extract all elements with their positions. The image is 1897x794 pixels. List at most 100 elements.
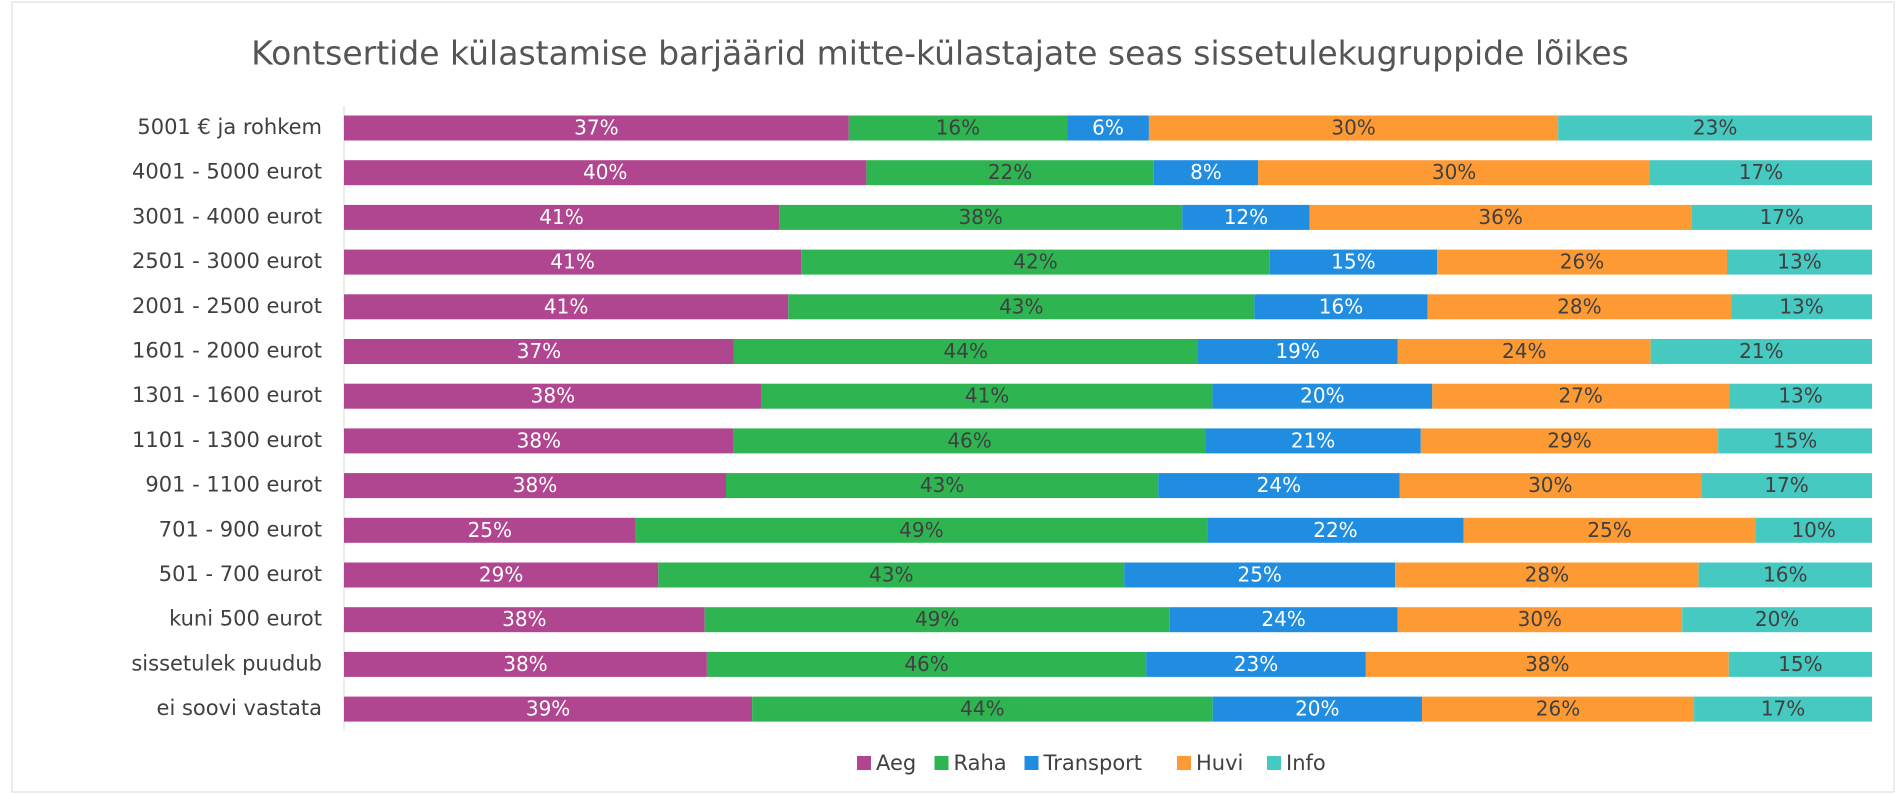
data-label: 41% [544, 294, 588, 318]
bar-segment [1432, 383, 1730, 409]
data-label: 22% [988, 160, 1032, 184]
y-tick-label: 701 - 900 eurot [159, 517, 322, 541]
data-label: 20% [1300, 384, 1344, 408]
data-label: 20% [1295, 697, 1339, 721]
legend-swatch [1024, 756, 1039, 770]
bar-segment [1682, 607, 1872, 633]
bar-segment [658, 562, 1125, 588]
data-label: 16% [1319, 294, 1363, 318]
bar-segment [706, 651, 1147, 677]
data-label: 38% [958, 205, 1002, 229]
bar-segment [1463, 517, 1756, 543]
bar-segment [635, 517, 1208, 543]
legend-swatch [1267, 756, 1281, 770]
bar-segment [344, 204, 780, 230]
bar-segment [1269, 249, 1438, 275]
data-label: 15% [1331, 250, 1375, 274]
bar-segment [1395, 562, 1699, 588]
data-label: 30% [1432, 160, 1476, 184]
data-label: 17% [1761, 697, 1805, 721]
data-label: 49% [899, 518, 943, 542]
bar-segment [1558, 115, 1872, 141]
data-label: 21% [1739, 339, 1783, 363]
bar-segment [344, 517, 636, 543]
y-tick-label: ei soovi vastata [157, 696, 322, 720]
data-label: 29% [479, 563, 523, 587]
y-tick-label: 1301 - 1600 eurot [132, 383, 322, 407]
bar-segment [1067, 115, 1149, 141]
y-tick-label: 3001 - 4000 eurot [132, 204, 322, 228]
bar-segment [1254, 294, 1428, 320]
data-label: 27% [1558, 384, 1602, 408]
legend-swatch [857, 756, 871, 770]
bar-segment [866, 160, 1154, 186]
bar-segment [1397, 607, 1683, 633]
bar-segment [788, 294, 1255, 320]
bar-segment [1258, 160, 1650, 186]
bar-segment [733, 428, 1206, 454]
data-label: 22% [1313, 518, 1357, 542]
data-label: 46% [947, 428, 991, 452]
bar-segment [733, 339, 1198, 364]
data-label: 12% [1224, 205, 1268, 229]
bar-segment [1365, 651, 1729, 677]
bar-segment [779, 204, 1183, 230]
bar-segment [1399, 473, 1702, 499]
data-label: 26% [1536, 697, 1580, 721]
data-label: 46% [904, 652, 948, 676]
bar-segment [1421, 696, 1695, 722]
data-label: 28% [1525, 563, 1569, 587]
data-label: 38% [1525, 652, 1569, 676]
bar-segment [761, 383, 1213, 409]
bar-segment [344, 607, 705, 633]
data-label: 37% [517, 339, 561, 363]
y-tick-label: 1101 - 1300 eurot [132, 428, 322, 452]
bar-segment [344, 294, 789, 320]
data-label: 17% [1764, 473, 1808, 497]
data-label: 19% [1275, 339, 1319, 363]
data-label: 25% [1587, 518, 1631, 542]
bar-segment [1169, 607, 1398, 633]
bar-segment [1153, 160, 1259, 186]
y-tick-label: sissetulek puudub [131, 651, 322, 675]
data-label: 8% [1190, 160, 1222, 184]
data-label: 20% [1755, 607, 1799, 631]
legend-label: Transport [1043, 751, 1143, 775]
data-label: 24% [1502, 339, 1546, 363]
data-label: 23% [1234, 652, 1278, 676]
bar-segment [1309, 204, 1692, 230]
data-label: 25% [468, 518, 512, 542]
data-label: 43% [999, 294, 1043, 318]
data-label: 13% [1778, 384, 1822, 408]
data-label: 15% [1773, 428, 1817, 452]
data-label: 38% [531, 384, 575, 408]
bar-segment [344, 115, 849, 141]
bar-segment [344, 473, 726, 499]
bar-segment [1755, 517, 1872, 543]
bar-segment [1212, 696, 1422, 722]
data-label: 38% [517, 428, 561, 452]
bar-segment [1124, 562, 1396, 588]
bar-segment [344, 339, 734, 364]
data-label: 13% [1779, 294, 1823, 318]
bar-segment [344, 428, 734, 454]
bar-segment [1729, 383, 1872, 409]
bar-segment [1718, 428, 1872, 454]
bar-segment [344, 249, 802, 275]
data-label: 17% [1760, 205, 1804, 229]
legend-swatch [1177, 756, 1191, 770]
legend-swatch [934, 756, 949, 770]
bar-segment [1701, 473, 1872, 499]
bar-segment [1698, 562, 1872, 588]
data-label: 29% [1547, 428, 1591, 452]
bar-segment [1148, 115, 1559, 141]
bar-segment [1182, 204, 1310, 230]
data-label: 49% [915, 607, 959, 631]
bar-segment [1649, 160, 1872, 186]
y-tick-label: 1601 - 2000 eurot [132, 339, 322, 363]
y-tick-label: 2501 - 3000 eurot [132, 249, 322, 273]
bar-segment [801, 249, 1270, 275]
bar-segment [1727, 249, 1872, 275]
bar-segment [344, 562, 659, 588]
bar-segment [1158, 473, 1400, 499]
